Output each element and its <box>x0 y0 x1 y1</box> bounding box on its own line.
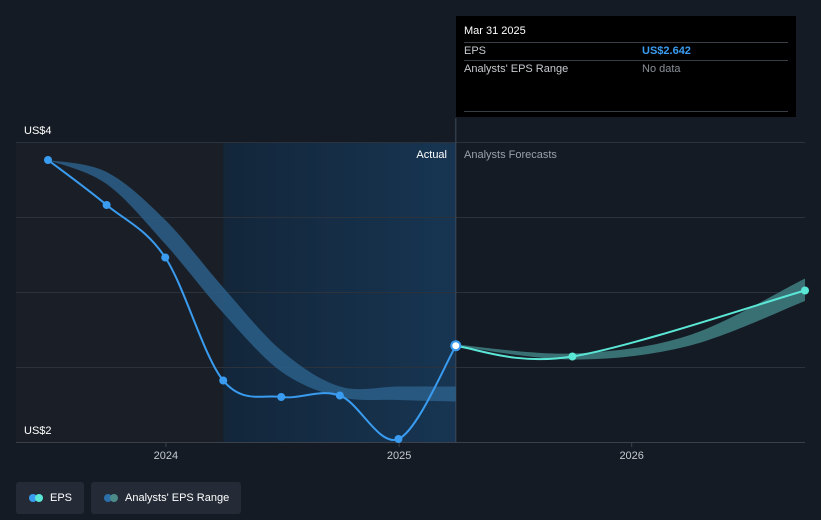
eps-forecast-point <box>801 286 809 295</box>
eps-points <box>44 156 809 443</box>
tooltip-range-value: No data <box>642 63 681 75</box>
y-axis-top-label: US$4 <box>24 125 52 137</box>
eps-range-band <box>455 278 805 360</box>
eps-actual-point <box>102 201 111 209</box>
eps-range-legend-icon <box>104 494 119 502</box>
x-tick-2026: 2026 <box>619 450 643 462</box>
tooltip-divider <box>464 111 788 112</box>
eps-legend-icon <box>29 494 43 502</box>
tooltip-row-eps: EPS US$2.642 <box>464 42 788 60</box>
forecast-region-label: Analysts Forecasts <box>464 149 557 161</box>
legend-item-eps[interactable]: EPS <box>16 482 85 514</box>
eps-actual-point <box>44 156 52 164</box>
eps-forecast-point <box>568 352 577 361</box>
tooltip-range-label: Analysts' EPS Range <box>464 63 569 75</box>
tooltip-date: Mar 31 2025 <box>464 25 526 37</box>
x-tick-2024: 2024 <box>154 450 178 462</box>
eps-range-band <box>48 160 456 402</box>
eps-actual-point <box>335 391 344 400</box>
eps-range-bands <box>48 160 805 402</box>
actual-region-label: Actual <box>416 149 447 161</box>
eps-actual-point <box>394 435 403 443</box>
eps-highlight-point <box>450 340 462 352</box>
legend-label-eps: EPS <box>50 492 73 504</box>
eps-actual-point <box>161 253 170 262</box>
tooltip-row-range: Analysts' EPS Range No data <box>464 60 788 78</box>
eps-forecast-line <box>455 289 806 361</box>
tooltip-panel: Mar 31 2025 EPS US$2.642 Analysts' EPS R… <box>456 16 796 117</box>
eps-actual-point <box>277 393 286 401</box>
y-axis-bottom-label: US$2 <box>24 425 52 437</box>
x-tick-2025: 2025 <box>387 450 411 462</box>
legend-item-eps-range[interactable]: Analysts' EPS Range <box>91 482 242 514</box>
eps-actual-point <box>219 376 228 385</box>
legend-label-eps-range: Analysts' EPS Range <box>125 492 230 504</box>
axis-labels: US$4 US$2 Actual Analysts Forecasts 2024… <box>24 125 644 462</box>
legend: EPS Analysts' EPS Range <box>16 482 242 514</box>
tooltip-eps-value: US$2.642 <box>642 45 691 57</box>
tooltip-eps-label: EPS <box>464 45 487 57</box>
